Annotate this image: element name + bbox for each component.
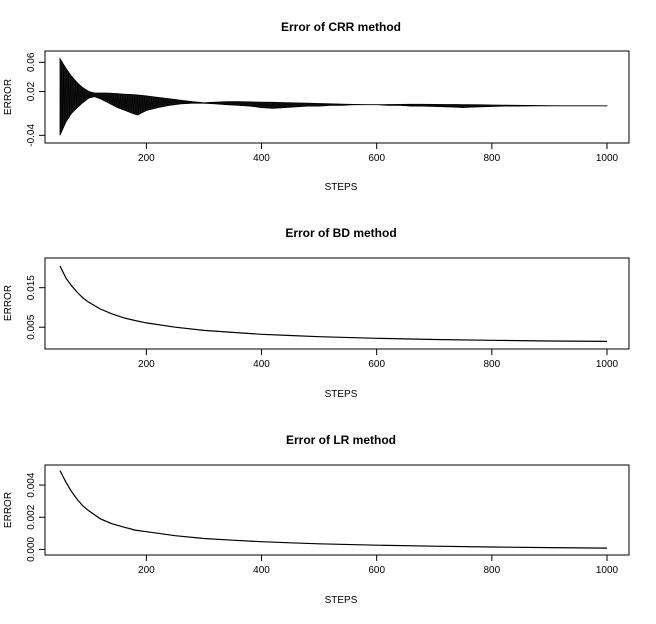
bd-y-axis-label: ERROR — [3, 285, 14, 321]
bd-plot-frame — [44, 257, 630, 350]
bd-x-tick-label: 800 — [483, 359, 500, 370]
bd-y-axis: 0.005 0.015 — [26, 275, 46, 340]
crr-series — [59, 57, 608, 136]
bd-x-axis-label: STEPS — [325, 389, 358, 400]
crr-y-tick-label: -0.04 — [26, 124, 37, 147]
lr-y-tick-label: 0.000 — [26, 536, 37, 561]
bd-panel: Error of BD method 200 400 600 800 1000 0.00… — [3, 226, 630, 400]
crr-x-tick-label: 600 — [368, 153, 385, 164]
bd-x-axis: 200 400 600 800 1000 — [138, 348, 619, 370]
crr-x-tick-label: 200 — [138, 153, 155, 164]
bd-x-tick-label: 200 — [138, 359, 155, 370]
lr-plot-frame — [44, 464, 630, 556]
crr-y-axis-label: ERROR — [3, 79, 14, 115]
lr-x-tick-label: 600 — [368, 565, 385, 576]
crr-error-envelope — [59, 57, 608, 136]
bd-x-tick-label: 600 — [368, 359, 385, 370]
lr-x-axis-label: STEPS — [325, 595, 358, 606]
lr-x-tick-label: 800 — [483, 565, 500, 576]
lr-x-axis: 200 400 600 800 1000 — [138, 554, 619, 576]
bd-series — [59, 265, 608, 342]
crr-x-axis: 200 400 600 800 1000 — [138, 142, 619, 164]
lr-x-tick-label: 1000 — [596, 565, 619, 576]
crr-y-axis: -0.04 0.02 0.06 — [26, 52, 46, 147]
crr-error-line — [59, 58, 607, 134]
bd-x-tick-label: 1000 — [596, 359, 619, 370]
crr-y-tick-label: 0.02 — [26, 81, 37, 101]
lr-error-line — [59, 470, 608, 549]
crr-y-tick-label: 0.06 — [26, 52, 37, 72]
crr-x-tick-label: 1000 — [596, 153, 619, 164]
bd-chart-title: Error of BD method — [285, 226, 396, 240]
lr-x-tick-label: 400 — [253, 565, 270, 576]
crr-x-tick-label: 400 — [253, 153, 270, 164]
crr-x-tick-label: 800 — [483, 153, 500, 164]
crr-chart-title: Error of CRR method — [281, 20, 401, 34]
lr-x-tick-label: 200 — [138, 565, 155, 576]
lr-y-tick-label: 0.002 — [26, 504, 37, 529]
crr-x-axis-label: STEPS — [325, 182, 358, 193]
bd-error-line — [59, 265, 608, 342]
lr-series — [59, 470, 608, 549]
crr-panel: Error of CRR method 200 400 600 800 1000 -0.… — [3, 20, 630, 193]
bd-y-tick-label: 0.015 — [26, 275, 37, 300]
lr-y-tick-label: 0.004 — [26, 472, 37, 497]
lr-chart-title: Error of LR method — [286, 433, 396, 447]
bd-y-tick-label: 0.005 — [26, 314, 37, 339]
bd-x-tick-label: 400 — [253, 359, 270, 370]
lr-panel: Error of LR method 200 400 600 800 1000 0.00… — [3, 433, 630, 606]
lr-y-axis: 0.000 0.002 0.004 — [26, 472, 46, 562]
lr-y-axis-label: ERROR — [3, 492, 14, 528]
